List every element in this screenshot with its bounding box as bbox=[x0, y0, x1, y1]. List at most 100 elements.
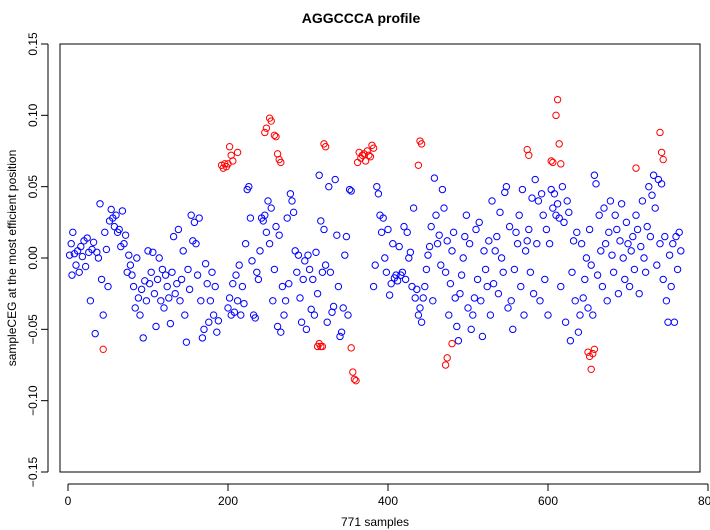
data-point bbox=[539, 211, 547, 219]
data-point bbox=[230, 308, 239, 316]
data-point bbox=[489, 279, 498, 288]
data-point bbox=[533, 240, 541, 248]
data-point bbox=[656, 240, 664, 248]
data-point bbox=[665, 251, 674, 259]
data-point bbox=[457, 271, 466, 279]
data-point bbox=[672, 232, 680, 241]
x-tick-label: 800 bbox=[698, 494, 710, 508]
data-points bbox=[65, 95, 685, 385]
data-point bbox=[190, 218, 199, 227]
data-point bbox=[557, 282, 565, 291]
data-point bbox=[547, 185, 555, 194]
data-point bbox=[449, 228, 458, 237]
data-point bbox=[441, 268, 450, 276]
highlight-data-point bbox=[549, 158, 557, 167]
highlight-data-point bbox=[277, 158, 285, 167]
data-point bbox=[211, 282, 219, 291]
data-point bbox=[443, 237, 451, 245]
data-point bbox=[469, 311, 477, 319]
data-point bbox=[481, 265, 490, 274]
highlight-data-point bbox=[363, 147, 371, 155]
highlight-data-point bbox=[318, 342, 327, 351]
data-point bbox=[400, 222, 408, 231]
data-point bbox=[411, 294, 419, 302]
data-point bbox=[179, 247, 187, 255]
data-point bbox=[310, 311, 319, 319]
data-point bbox=[173, 279, 181, 288]
data-point bbox=[246, 214, 255, 222]
data-point bbox=[256, 247, 264, 255]
data-point bbox=[577, 240, 586, 248]
data-point bbox=[168, 268, 176, 276]
data-point bbox=[433, 240, 442, 248]
data-point bbox=[502, 182, 511, 191]
data-point bbox=[153, 275, 162, 284]
data-point bbox=[385, 291, 394, 299]
data-point bbox=[619, 254, 627, 262]
data-point bbox=[275, 231, 283, 239]
data-point bbox=[104, 282, 112, 291]
data-point bbox=[541, 275, 549, 284]
data-point bbox=[341, 251, 349, 259]
data-point bbox=[401, 275, 410, 284]
data-point bbox=[166, 319, 175, 328]
data-point bbox=[549, 204, 557, 212]
data-point bbox=[536, 297, 544, 305]
data-point bbox=[515, 211, 523, 219]
data-point bbox=[509, 325, 517, 334]
data-point bbox=[225, 294, 234, 302]
data-point bbox=[470, 294, 479, 302]
data-point bbox=[662, 297, 671, 305]
data-point bbox=[462, 211, 471, 219]
data-point bbox=[488, 197, 496, 205]
data-point bbox=[160, 304, 168, 312]
data-point bbox=[267, 204, 275, 212]
data-point bbox=[425, 242, 434, 251]
data-point bbox=[409, 204, 418, 212]
y-tick-label: −0.05 bbox=[26, 314, 40, 345]
data-point bbox=[600, 204, 608, 212]
data-point bbox=[648, 191, 656, 199]
data-point bbox=[334, 282, 343, 291]
data-point bbox=[605, 228, 613, 237]
data-point bbox=[134, 294, 143, 302]
highlight-data-point bbox=[414, 161, 423, 169]
data-point bbox=[573, 228, 581, 237]
data-point bbox=[197, 297, 205, 305]
data-point bbox=[637, 242, 645, 251]
data-point bbox=[446, 279, 455, 288]
data-point bbox=[121, 231, 130, 239]
highlight-data-point bbox=[267, 117, 275, 125]
highlight-data-point bbox=[417, 140, 426, 148]
data-point bbox=[608, 251, 616, 259]
data-point bbox=[224, 304, 232, 312]
data-point bbox=[254, 275, 263, 284]
data-point bbox=[320, 225, 328, 234]
data-point bbox=[598, 282, 607, 291]
highlight-data-point bbox=[441, 361, 450, 369]
highlight-data-point bbox=[552, 111, 560, 120]
data-point bbox=[377, 228, 386, 237]
data-point bbox=[483, 282, 491, 291]
data-point bbox=[459, 254, 467, 262]
data-point bbox=[467, 325, 475, 334]
y-axis-label: sampleCEG at the most efficient position bbox=[5, 150, 19, 367]
data-point bbox=[537, 190, 546, 198]
data-point bbox=[269, 297, 277, 305]
data-point bbox=[408, 282, 416, 291]
y-tick-label: 0.10 bbox=[26, 103, 40, 127]
data-point bbox=[321, 261, 330, 269]
y-tick-label: −0.10 bbox=[26, 385, 40, 416]
highlight-data-point bbox=[369, 144, 378, 152]
data-point bbox=[177, 275, 186, 284]
data-point bbox=[641, 268, 650, 276]
data-point bbox=[496, 208, 504, 217]
data-point bbox=[387, 279, 395, 288]
data-point bbox=[270, 265, 279, 274]
data-point bbox=[326, 268, 335, 276]
data-point bbox=[505, 222, 514, 231]
data-point bbox=[493, 232, 501, 241]
data-point bbox=[86, 297, 95, 305]
data-point bbox=[118, 207, 127, 215]
